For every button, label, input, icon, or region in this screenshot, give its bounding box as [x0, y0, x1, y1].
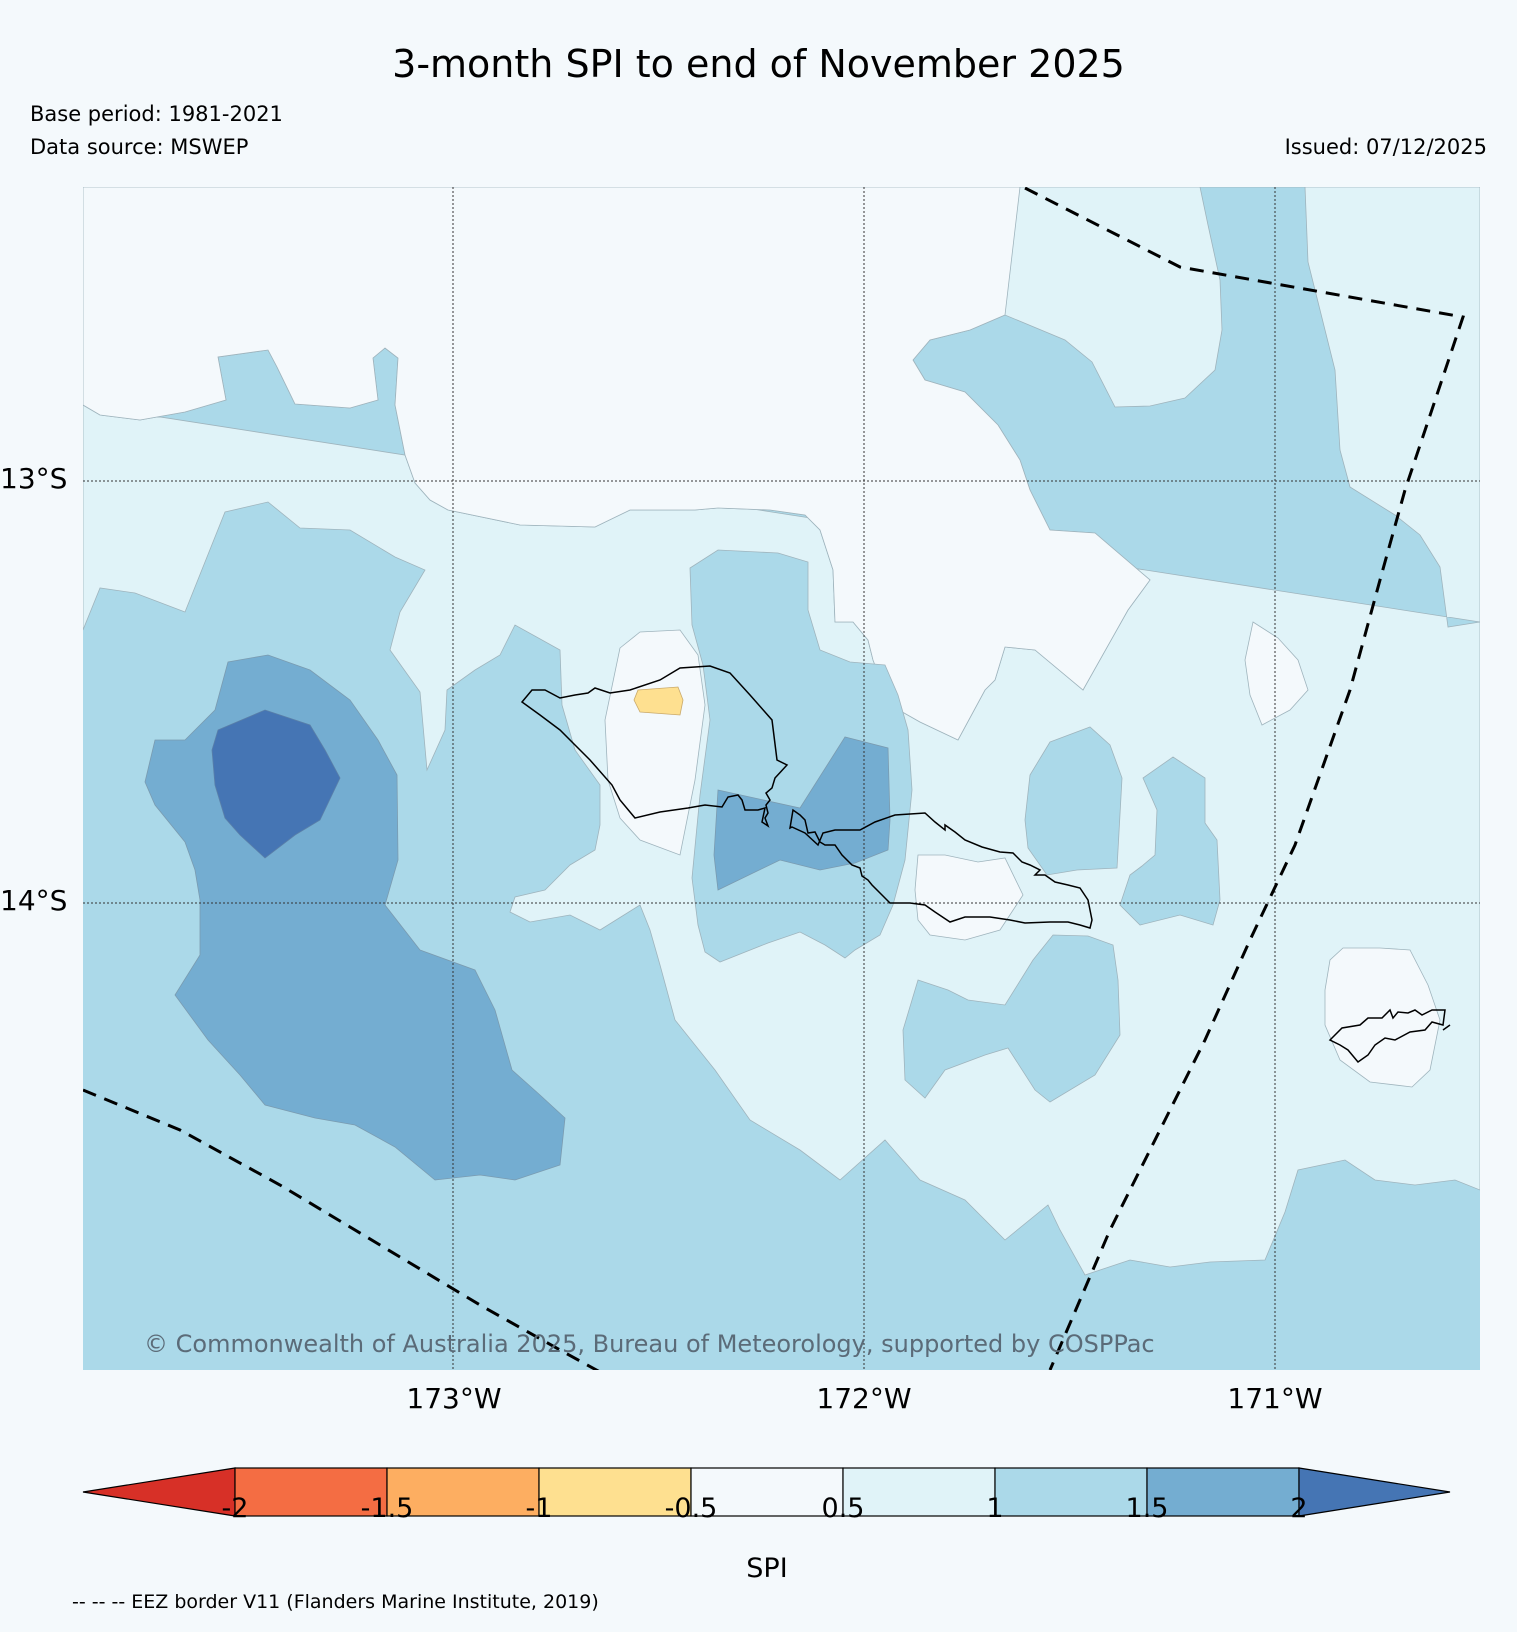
colorbar-swatch	[234, 1467, 388, 1517]
spi-map	[83, 187, 1480, 1370]
colorbar-tick-label: -0.5	[664, 1493, 718, 1524]
colorbar-swatch	[1146, 1467, 1300, 1517]
colorbar-title: SPI	[746, 1553, 788, 1584]
colorbar-tick-label: -1.5	[360, 1493, 414, 1524]
data-source: Data source: MSWEP	[30, 135, 249, 159]
spi-band-near-normal-4	[1244, 621, 1309, 726]
spi-band-near-normal-3	[914, 854, 1024, 941]
colorbar-tick-label: 0.5	[821, 1493, 865, 1524]
coastline	[520, 665, 1451, 1064]
spi-band-near-normal-2	[604, 629, 706, 856]
colorbar-tick-label: -2	[221, 1493, 249, 1524]
issued-date: Issued: 07/12/2025	[1284, 135, 1487, 159]
spi-band-1.5-to-2-central	[713, 736, 891, 891]
spi-band-near-normal-1	[83, 187, 1151, 741]
map-title: 3-month SPI to end of November 2025	[392, 42, 1125, 86]
base-period: Base period: 1981-2021	[30, 102, 283, 126]
colorbar	[82, 1467, 1451, 1517]
colorbar-tick-label: -1	[525, 1493, 553, 1524]
colorbar-tick-label: 1.5	[1125, 1493, 1169, 1524]
lat-label-14s: 14°S	[0, 884, 68, 917]
lat-label-13s: 13°S	[0, 462, 68, 495]
copyright-notice: © Commonwealth of Australia 2025, Bureau…	[144, 1330, 1155, 1358]
eez-border	[83, 187, 1465, 1370]
spi-band-1-to-1.5-south	[902, 934, 1121, 1103]
colorbar-extend-high	[1298, 1467, 1451, 1517]
spi-band-1-to-1.5-east-a	[1024, 726, 1123, 876]
lon-label-172w: 172°W	[816, 1382, 912, 1415]
colorbar-swatch	[842, 1467, 996, 1517]
lon-label-173w: 173°W	[406, 1382, 502, 1415]
colorbar-swatch	[994, 1467, 1148, 1517]
spi-band-minus-0.5-to-minus-1	[633, 686, 684, 716]
lon-label-171w: 171°W	[1227, 1382, 1323, 1415]
colorbar-tick-label: 2	[1290, 1493, 1308, 1524]
eez-legend-note: -- -- -- EEZ border V11 (Flanders Marine…	[72, 1591, 599, 1613]
spi-band-1-to-1.5-east-b	[1119, 756, 1221, 926]
spi-band-above-2	[211, 709, 341, 859]
colorbar-tick-label: 1	[986, 1493, 1004, 1524]
graticule	[83, 187, 1480, 1370]
